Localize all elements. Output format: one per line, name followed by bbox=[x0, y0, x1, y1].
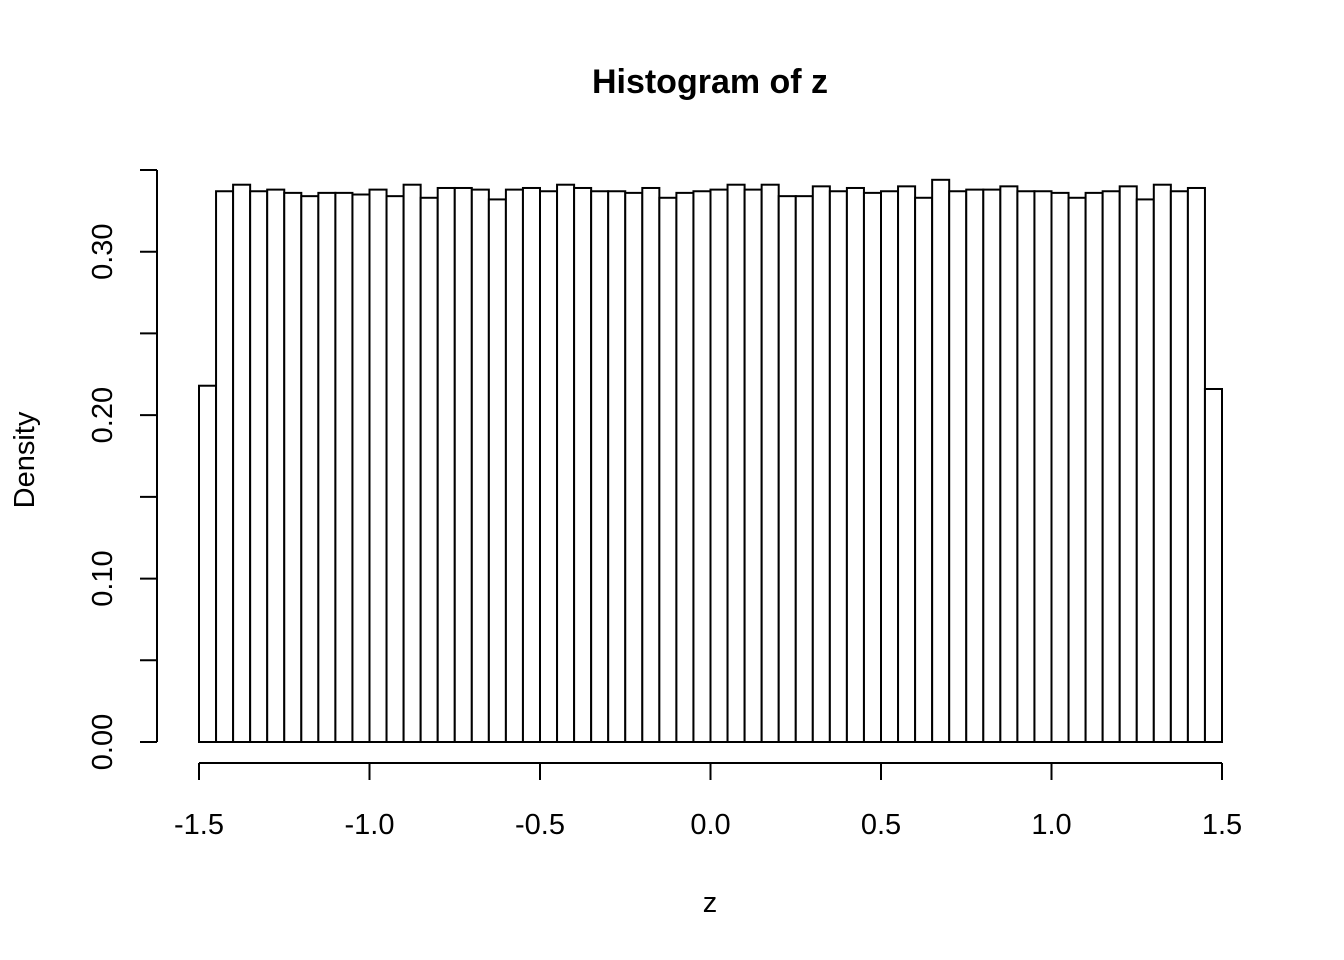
histogram-bar bbox=[334, 191, 354, 743]
histogram-bar bbox=[1016, 190, 1036, 743]
histogram-bar bbox=[965, 188, 985, 743]
histogram-bar bbox=[726, 183, 746, 744]
histogram-bar bbox=[811, 185, 831, 744]
histogram-bar bbox=[931, 178, 951, 743]
x-tick-label: 1.0 bbox=[1031, 809, 1071, 841]
x-axis: -1.5 -1.0 -0.5 0.0 0.5 1.0 1.5 bbox=[174, 762, 1242, 841]
histogram-bar bbox=[675, 191, 695, 743]
histogram-bar bbox=[862, 191, 883, 743]
histogram-bar bbox=[828, 190, 848, 743]
histogram-bar bbox=[845, 186, 865, 743]
histogram-bar bbox=[1050, 191, 1070, 743]
histogram-bar bbox=[573, 186, 593, 743]
x-tick-label: 0.5 bbox=[861, 809, 901, 841]
histogram-bar bbox=[982, 188, 1002, 743]
histogram-bar bbox=[300, 195, 320, 744]
x-tick-label: -1.0 bbox=[345, 809, 395, 841]
x-tick-label: -0.5 bbox=[515, 809, 565, 841]
bars-group bbox=[198, 178, 1223, 744]
histogram-bar bbox=[487, 198, 507, 744]
histogram-bar bbox=[317, 191, 337, 743]
y-tick-label: 0.20 bbox=[87, 387, 119, 443]
histogram-bar bbox=[743, 188, 763, 743]
histogram-bar bbox=[709, 188, 729, 743]
histogram-bar bbox=[590, 190, 610, 743]
histogram-bar bbox=[760, 183, 780, 744]
y-tick-label: 0.00 bbox=[87, 714, 119, 770]
histogram-bar bbox=[1152, 183, 1172, 744]
histogram-bar bbox=[539, 190, 559, 743]
x-tick-label: 0.0 bbox=[690, 809, 730, 841]
histogram-bar bbox=[1186, 186, 1206, 743]
histogram-bar bbox=[1067, 196, 1087, 744]
y-axis: 0.00 0.10 0.20 0.30 bbox=[87, 169, 158, 770]
x-axis-label: z bbox=[703, 887, 718, 919]
histogram-bar bbox=[1084, 191, 1104, 743]
histogram-bar bbox=[266, 188, 286, 743]
histogram-bar bbox=[436, 186, 456, 743]
histogram-bar bbox=[658, 196, 678, 744]
histogram-bar bbox=[232, 183, 252, 744]
histogram-bar bbox=[419, 196, 439, 744]
histogram-bar bbox=[556, 183, 576, 744]
histogram-bar bbox=[249, 190, 269, 743]
histogram-bar bbox=[215, 190, 235, 743]
histogram-bar bbox=[1203, 387, 1223, 743]
histogram-bar bbox=[198, 384, 218, 743]
histogram-bar bbox=[385, 195, 405, 744]
histogram-bar bbox=[777, 195, 797, 744]
y-axis-label: Density bbox=[9, 411, 41, 508]
histogram-bar bbox=[368, 188, 388, 743]
histogram-bar bbox=[1033, 190, 1053, 743]
histogram-bar bbox=[880, 190, 900, 743]
histogram-bar bbox=[624, 191, 644, 743]
histogram-bar bbox=[402, 183, 422, 744]
histogram-bar bbox=[914, 196, 934, 744]
histogram-bar bbox=[1169, 190, 1189, 743]
y-tick-label: 0.10 bbox=[87, 550, 119, 606]
histogram-bar bbox=[999, 185, 1019, 744]
histogram-bar bbox=[470, 188, 490, 743]
histogram-bar bbox=[283, 191, 303, 743]
histogram-bar bbox=[504, 188, 524, 743]
histogram-bar bbox=[794, 195, 814, 744]
histogram-bar bbox=[641, 186, 661, 743]
x-tick-label: -1.5 bbox=[174, 809, 224, 841]
chart-title: Histogram of z bbox=[592, 63, 828, 101]
histogram-bar bbox=[897, 185, 917, 744]
histogram-bar bbox=[521, 186, 542, 743]
histogram-bar bbox=[1118, 185, 1138, 744]
histogram-bar bbox=[351, 193, 371, 743]
histogram-bar bbox=[692, 190, 712, 743]
x-tick-label: 1.5 bbox=[1202, 809, 1242, 841]
y-tick-label: 0.30 bbox=[87, 223, 119, 279]
histogram-bar bbox=[607, 190, 627, 743]
histogram-bar bbox=[453, 186, 473, 743]
histogram-bar bbox=[1101, 190, 1121, 743]
histogram-bar bbox=[948, 190, 968, 743]
histogram-bar bbox=[1135, 198, 1155, 744]
